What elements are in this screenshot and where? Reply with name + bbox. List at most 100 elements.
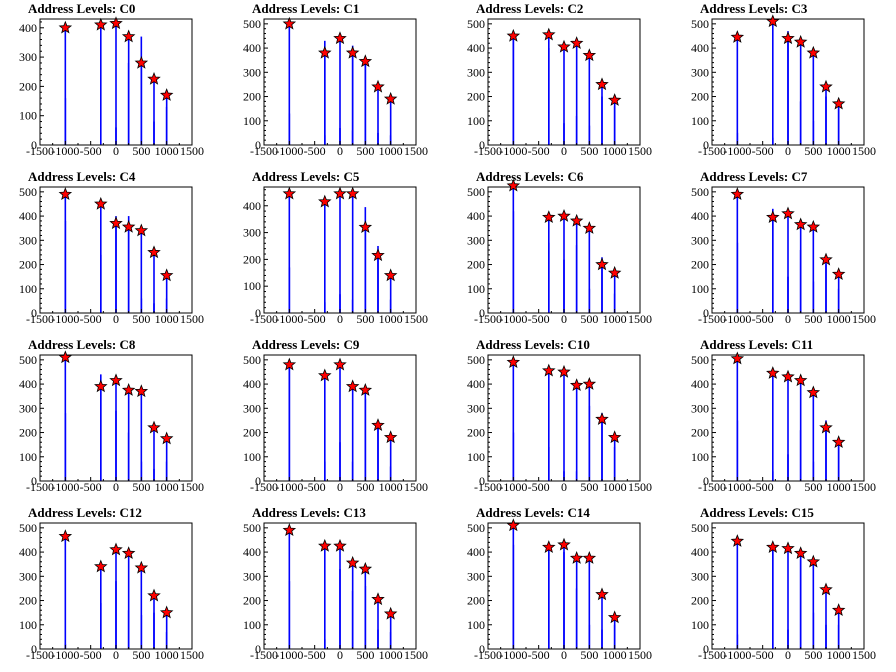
histogram-bar: [288, 581, 291, 649]
histogram-bar: [339, 442, 341, 481]
y-tick-label: 300: [691, 401, 709, 415]
y-tick-label: 0: [703, 474, 709, 488]
histogram-bar: [165, 612, 168, 649]
x-tick-label: 0: [337, 648, 343, 662]
x-tick-label: 0: [337, 144, 343, 158]
histogram-bar: [736, 634, 739, 649]
histogram-bar: [127, 610, 130, 649]
peak-marker: [595, 412, 609, 425]
peak-marker: [318, 194, 332, 208]
histogram-bar: [351, 52, 354, 145]
peak-marker: [345, 186, 360, 200]
y-tick-label: 400: [19, 21, 37, 35]
x-tick-label: 1000: [827, 312, 851, 326]
x-tick-label: -1000: [275, 144, 303, 158]
y-tick-label: 300: [691, 65, 709, 79]
x-tick-label: 0: [785, 144, 791, 158]
peak-marker: [730, 351, 745, 365]
peak-marker: [806, 45, 821, 59]
histogram-bar: [787, 548, 789, 649]
histogram-bar: [575, 43, 578, 146]
peak-marker: [607, 610, 622, 624]
y-tick-label: 0: [255, 474, 261, 488]
y-tick-label: 100: [19, 450, 37, 464]
histogram-bar: [588, 125, 591, 145]
peak-marker: [781, 31, 795, 45]
x-tick-label: -500: [80, 312, 102, 326]
histogram-bar: [575, 471, 578, 481]
histogram-bar: [339, 364, 341, 481]
peak-marker: [58, 20, 73, 34]
y-tick-label: 400: [19, 209, 37, 223]
histogram-bar: [351, 299, 354, 313]
histogram-bar: [512, 362, 515, 481]
peak-marker: [793, 546, 808, 560]
peak-marker: [766, 210, 780, 224]
histogram-bar: [548, 370, 550, 481]
x-tick-label: -1500: [250, 648, 278, 662]
panel-title: Address Levels: C7: [700, 169, 808, 184]
x-tick-label: -500: [528, 480, 550, 494]
y-tick-label: 300: [19, 569, 37, 583]
peak-marker: [595, 257, 609, 271]
x-tick-label: -1500: [474, 312, 502, 326]
peak-marker: [542, 363, 556, 377]
chart-panel-c1: Address Levels: C1-1500-1000 -500 0 500 1000…: [243, 1, 428, 158]
peak-marker: [282, 357, 297, 371]
histogram-bar: [601, 264, 603, 313]
histogram-bar: [736, 358, 739, 481]
x-tick-label: -1500: [698, 312, 726, 326]
histogram-bar: [140, 615, 143, 649]
x-tick-label: 1500: [628, 480, 652, 494]
peak-marker: [595, 77, 609, 91]
x-tick-label: 1000: [379, 648, 403, 662]
peak-marker: [607, 430, 622, 444]
x-tick-label: 1500: [852, 312, 876, 326]
panel-title: Address Levels: C14: [476, 505, 590, 520]
histogram-bar: [812, 461, 815, 481]
peak-marker: [806, 385, 821, 399]
histogram-bar: [153, 468, 155, 481]
peak-marker: [557, 537, 571, 551]
histogram-bar: [736, 420, 739, 481]
x-tick-label: -1500: [698, 480, 726, 494]
histogram-bar: [153, 252, 155, 313]
histogram-bar: [64, 536, 67, 649]
histogram-bar: [787, 276, 789, 313]
x-tick-label: -500: [80, 648, 102, 662]
chart-panel-c8: Address Levels: C8-1500-1000 -500 0 500 1000…: [19, 337, 204, 494]
y-tick-label: 400: [19, 545, 37, 559]
x-tick-label: 1500: [180, 480, 204, 494]
histogram-bar: [812, 52, 815, 145]
y-tick-label: 200: [243, 426, 261, 440]
peak-marker: [134, 384, 149, 398]
histogram-bar: [351, 193, 354, 313]
x-tick-label: -1000: [499, 144, 527, 158]
y-tick-label: 300: [243, 65, 261, 79]
y-tick-label: 200: [691, 90, 709, 104]
y-tick-label: 500: [467, 17, 485, 31]
x-tick-label: -1500: [474, 144, 502, 158]
histogram-bar: [512, 432, 515, 481]
peak-marker: [318, 45, 332, 59]
y-tick-label: 200: [467, 258, 485, 272]
peak-marker: [94, 17, 108, 31]
x-tick-label: 500: [804, 144, 822, 158]
peak-marker: [506, 28, 521, 42]
peak-marker: [542, 27, 556, 41]
y-tick-label: 500: [691, 17, 709, 31]
x-tick-label: 1000: [379, 312, 403, 326]
histogram-bar: [377, 86, 379, 145]
x-tick-label: 0: [561, 480, 567, 494]
histogram-bar: [288, 193, 291, 313]
peak-marker: [569, 378, 584, 392]
chart-panel-c11: Address Levels: C11 -1500-1000 -500 0 500 100…: [691, 337, 876, 494]
x-tick-label: -500: [752, 480, 774, 494]
peak-marker: [371, 418, 385, 432]
histogram-bar: [364, 398, 367, 481]
histogram-bar: [64, 220, 67, 313]
histogram-bar: [588, 558, 591, 649]
peak-marker: [730, 534, 745, 547]
histogram-bar: [601, 629, 603, 649]
peak-marker: [819, 79, 833, 93]
